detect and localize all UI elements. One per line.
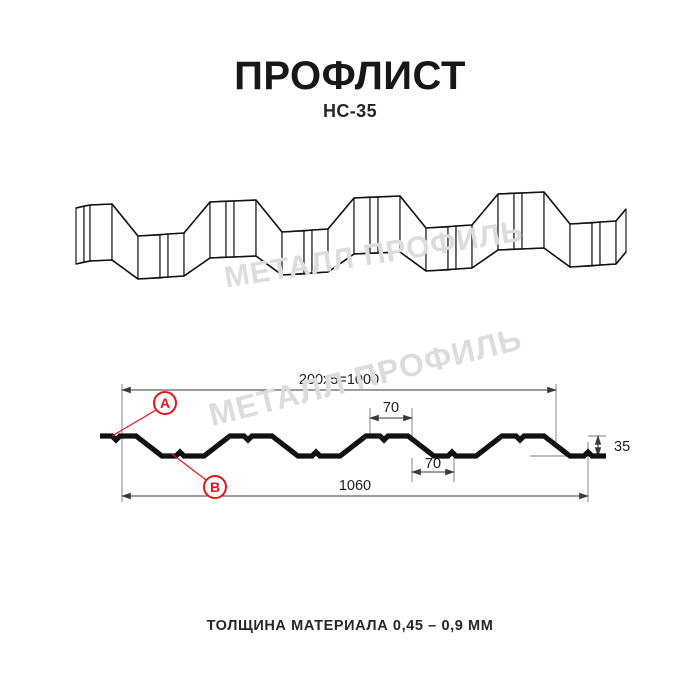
dimension-useful-width: 200x5=1000 [120, 372, 558, 394]
perspective-svg [75, 191, 627, 280]
dimension-top-flange: 70 [368, 400, 414, 422]
dimension-height-label: 35 [614, 439, 630, 455]
marker-a-label: A [160, 395, 170, 411]
dimension-total-width: 1060 [120, 478, 590, 500]
perspective-view [60, 180, 640, 320]
dimension-bottom-flange: 70 [410, 456, 456, 476]
dimension-top-flange-label: 70 [383, 400, 399, 416]
marker-b-circle [203, 475, 227, 499]
technical-drawing: 200x5=1000 70 70 35 1060 [90, 370, 630, 520]
corrugation-unit [75, 191, 627, 280]
page-title: ПРОФЛИСТ [234, 54, 466, 98]
product-model-label: НС-35 [322, 101, 377, 121]
dimension-total-width-label: 1060 [339, 478, 371, 494]
marker-a-circle [153, 391, 177, 415]
material-thickness-note: ТОЛЩИНА МАТЕРИАЛА 0,45 – 0,9 ММ [206, 618, 494, 634]
dimension-bottom-flange-label: 70 [425, 456, 441, 472]
callout-markers: A B [111, 391, 227, 499]
technical-svg: 200x5=1000 70 70 35 1060 [100, 372, 630, 502]
marker-b-label: B [210, 479, 220, 495]
marker-b-leader [171, 453, 207, 481]
marker-a-leader [111, 409, 157, 437]
dimension-useful-width-label: 200x5=1000 [299, 372, 379, 388]
dimension-height: 35 [594, 434, 630, 458]
profile-cross-section [100, 433, 606, 459]
